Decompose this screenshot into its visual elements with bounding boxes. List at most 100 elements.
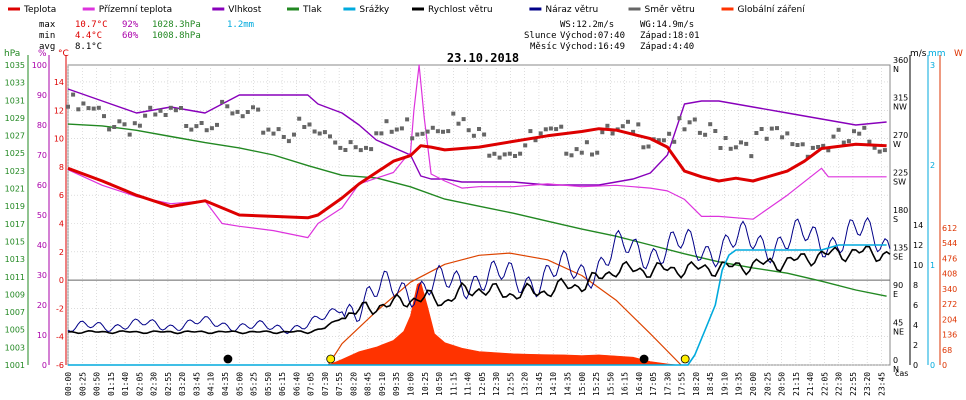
wind-dir-dot: [281, 135, 286, 139]
wind-dir-dot: [425, 129, 430, 134]
wind-dir-dot: [194, 124, 199, 129]
temp-tick-label: 10: [54, 135, 64, 144]
wind-dir-dot: [656, 138, 661, 143]
x-tick-label: 15:25: [592, 372, 601, 396]
humidity-tick-label: 0: [42, 361, 47, 370]
wind-dir-dot: [302, 125, 307, 129]
wind-dir-dot: [852, 129, 856, 134]
temp-tick-label: 0: [59, 276, 64, 285]
chart-title: 23.10.2018: [447, 51, 519, 65]
dir-tick-label: 0: [893, 356, 898, 365]
pressure-tick-label: 1027: [5, 132, 25, 141]
wind-dir-dot: [96, 105, 101, 110]
wind-dir-dot: [826, 148, 831, 153]
wind-dir-dot: [251, 105, 255, 110]
wind-dir-dot: [405, 117, 410, 122]
wind-dir-dot: [394, 127, 399, 132]
rain-tick-label: 0: [930, 361, 935, 370]
wind-dir-dot: [600, 130, 605, 135]
x-tick-label: 01:15: [107, 372, 116, 396]
wind-dir-dot: [872, 145, 877, 150]
x-tick-label: 18:45: [706, 372, 715, 396]
pressure-tick-label: 1021: [5, 185, 25, 194]
x-tick-label: 04:10: [207, 372, 216, 396]
wind-dir-dot: [71, 92, 76, 97]
stats-min-label: min: [39, 31, 55, 41]
wind-dir-dot: [775, 126, 779, 131]
humidity-tick-label: 40: [37, 241, 47, 250]
wind-dir-dot: [328, 134, 332, 139]
wind-dir-dot: [569, 153, 574, 158]
x-tick-label: 00:25: [78, 372, 87, 396]
dir-name-label: NW: [893, 103, 907, 112]
humidity-tick-label: 10: [37, 331, 47, 340]
wind-dir-dot: [759, 127, 764, 131]
wind-dir-dot: [543, 127, 548, 132]
moon-rise: Východ:16:49: [560, 42, 625, 52]
x-tick-label: 17:05: [649, 372, 658, 396]
rain-unit: mm: [928, 49, 946, 59]
wind-dir-dot: [220, 99, 225, 104]
wind-dir-dot: [148, 105, 153, 110]
wind-dir-dot: [446, 129, 451, 134]
x-tick-label: 20:00: [749, 372, 758, 396]
x-tick-label: 16:15: [621, 372, 630, 396]
x-tick-label: 19:35: [735, 372, 744, 396]
wind-dir-dot: [353, 145, 358, 150]
temp-tick-label: 14: [54, 78, 64, 87]
wind-dir-dot: [204, 128, 209, 133]
x-tick-label: 09:10: [378, 372, 387, 396]
grid: [67, 64, 891, 366]
temp-tick-label: -4: [56, 333, 64, 342]
x-tick-label: 01:40: [121, 372, 130, 396]
moonset-marker: [223, 354, 233, 364]
wind-dir-dot: [143, 113, 148, 118]
x-tick-label: 14:10: [549, 372, 558, 396]
wind-dir-dot: [338, 145, 343, 150]
stats-max-hum: 92%: [122, 20, 139, 30]
speed-tick-label: 14: [913, 221, 923, 230]
temp-tick-label: 2: [59, 248, 64, 257]
x-axis-label: čas: [895, 368, 908, 378]
wind-dir-dot: [590, 152, 594, 157]
wind-dir-dot: [769, 126, 774, 131]
dir-tick-label: 270: [893, 131, 908, 140]
wind-gust-line: [67, 216, 891, 335]
x-tick-label: 20:50: [778, 372, 787, 396]
wind-dir-dot: [513, 154, 517, 158]
wind-dir-dot: [312, 129, 317, 134]
wind-dir-dot: [672, 139, 677, 144]
plot-area: [66, 64, 891, 366]
x-tick-label: 11:15: [449, 372, 458, 396]
temperature-line: [67, 127, 887, 220]
stats-avg-temp: 8.1°C: [75, 42, 102, 52]
x-tick-label: 13:45: [535, 372, 544, 396]
wind-dir-dot: [86, 106, 91, 111]
wind-dir-dot: [240, 114, 245, 119]
wind-dir-dot: [703, 132, 708, 137]
wind-dir-dot: [451, 111, 456, 116]
wind-dir-dot: [456, 121, 461, 126]
rain-tick-label: 3: [930, 61, 935, 70]
wind-dir-dot: [76, 107, 81, 112]
x-tick-label: 13:20: [521, 372, 530, 396]
wind-dir-dot: [692, 117, 697, 122]
x-tick-label: 09:35: [392, 372, 401, 396]
wind-dir-dot: [677, 116, 682, 121]
pressure-tick-label: 1005: [5, 326, 25, 335]
rad-tick-label: 204: [942, 315, 957, 324]
x-tick-label: 22:05: [820, 372, 829, 396]
x-tick-label: 19:10: [720, 372, 729, 396]
wind-dir-dot: [790, 142, 795, 147]
stats-avg-label: avg: [39, 42, 55, 52]
wind-dir-dot: [307, 122, 312, 127]
wind-dir-dot: [497, 155, 502, 160]
wind-dir-dot: [420, 131, 425, 136]
wind-dir-dot: [631, 129, 636, 134]
legend-label-7: Směr větru: [645, 5, 695, 15]
rad-tick-label: 136: [942, 331, 957, 340]
wind-dir-dot: [317, 131, 322, 136]
dir-name-label: N: [893, 365, 899, 374]
wind-dir-dot: [620, 124, 625, 129]
